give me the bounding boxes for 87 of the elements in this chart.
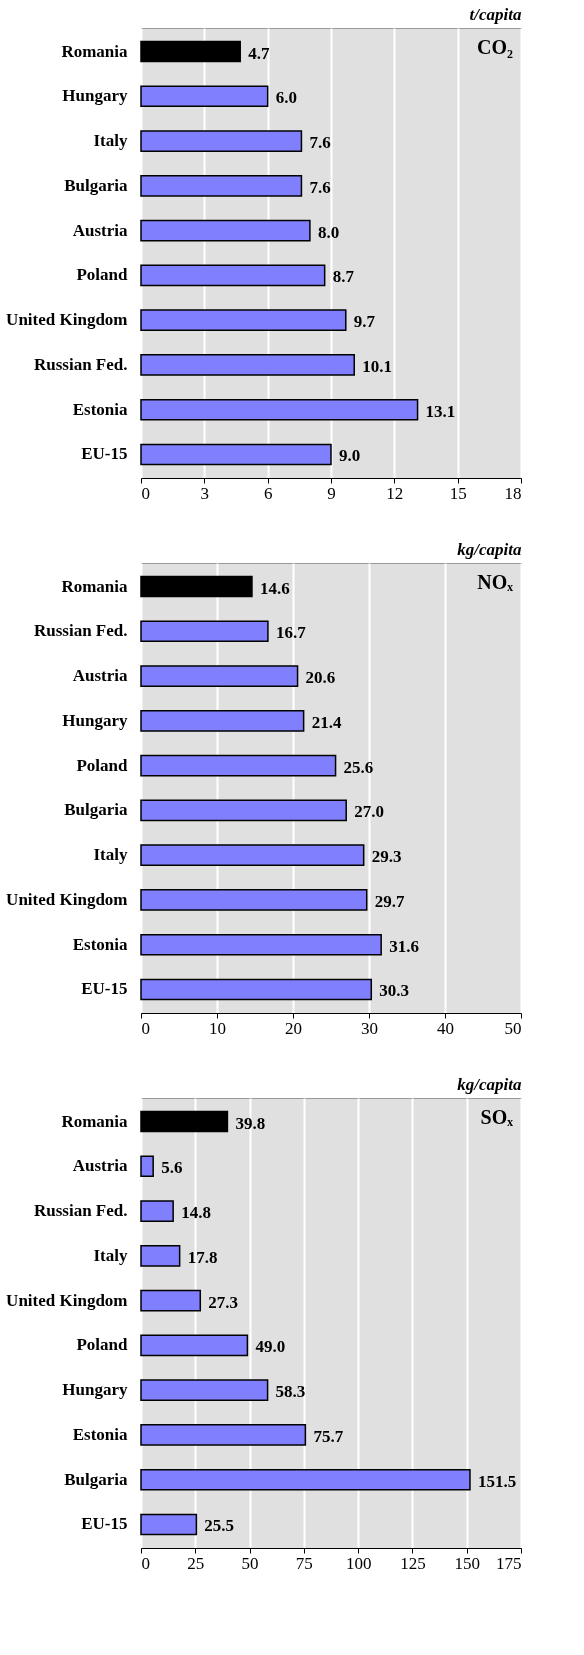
- y-tick-label: United Kingdom: [6, 889, 128, 909]
- data-label: 8.0: [317, 222, 340, 242]
- y-tick-label: Romania: [61, 576, 128, 596]
- y-tick-label: Italy: [93, 1245, 128, 1265]
- y-tick-label: Romania: [61, 41, 128, 61]
- y-tick-label: Poland: [76, 265, 129, 285]
- y-tick-label: Russian Fed.: [33, 1201, 128, 1221]
- annotation: CO₂: [477, 36, 513, 58]
- y-tick-label: Austria: [72, 1156, 128, 1176]
- y-tick-label: Estonia: [72, 1424, 128, 1444]
- data-label: 13.1: [425, 401, 456, 421]
- data-label: 7.6: [309, 133, 331, 153]
- y-tick-label: Bulgaria: [64, 175, 128, 195]
- x-tick-label: 50: [504, 1018, 522, 1038]
- data-label: 49.0: [255, 1337, 286, 1357]
- annotation: SOₓ: [480, 1106, 514, 1128]
- data-label: 27.3: [208, 1292, 239, 1312]
- x-tick-label: 75: [295, 1553, 313, 1573]
- data-label: 151.5: [477, 1471, 517, 1491]
- y-tick-label: United Kingdom: [6, 1290, 128, 1310]
- data-label: 5.6: [161, 1158, 183, 1178]
- data-label: 58.3: [275, 1382, 306, 1402]
- x-tick-label: 0: [141, 483, 150, 503]
- data-label: 9.7: [353, 312, 376, 332]
- x-tick-label: 50: [241, 1553, 259, 1573]
- data-label: 25.6: [343, 757, 374, 777]
- y-tick-label: EU-15: [81, 979, 128, 999]
- chart-title: t/capita: [469, 5, 522, 24]
- x-tick-label: 125: [400, 1553, 426, 1573]
- x-tick-label: 18: [504, 483, 522, 503]
- data-label: 9.0: [339, 446, 361, 466]
- data-label: 8.7: [332, 267, 355, 287]
- data-label: 16.7: [275, 623, 307, 643]
- data-label: 14.8: [181, 1203, 211, 1223]
- x-tick-label: 0: [141, 1018, 150, 1038]
- data-label: 20.6: [305, 668, 336, 688]
- data-label: 39.8: [235, 1113, 266, 1133]
- data-label: 6.0: [275, 88, 297, 108]
- y-tick-label: Hungary: [62, 86, 128, 106]
- y-tick-label: Romania: [61, 1111, 128, 1131]
- y-tick-label: United Kingdom: [6, 310, 128, 330]
- y-tick-label: EU-15: [81, 444, 128, 464]
- y-tick-label: Estonia: [72, 934, 128, 954]
- x-tick-label: 6: [263, 483, 273, 503]
- x-tick-label: 0: [141, 1553, 150, 1573]
- y-tick-label: Italy: [93, 131, 128, 151]
- chart-title: kg/capita: [457, 540, 522, 559]
- y-tick-label: Italy: [93, 845, 128, 865]
- y-tick-label: Austria: [72, 220, 128, 240]
- x-tick-label: 9: [327, 483, 336, 503]
- chart-title: kg/capita: [457, 1075, 522, 1094]
- data-label: 75.7: [313, 1426, 344, 1446]
- data-label: 21.4: [311, 712, 342, 732]
- x-tick-label: 30: [361, 1018, 378, 1038]
- data-label: 7.6: [309, 177, 331, 197]
- y-tick-label: Austria: [72, 666, 128, 686]
- y-tick-label: Bulgaria: [64, 1469, 128, 1489]
- x-tick-label: 10: [209, 1018, 226, 1038]
- data-label: 14.6: [259, 578, 290, 598]
- x-tick-label: 15: [449, 483, 467, 503]
- data-label: 25.5: [204, 1516, 235, 1536]
- y-tick-label: Estonia: [72, 399, 128, 419]
- y-tick-label: Poland: [76, 1335, 129, 1355]
- y-tick-label: Russian Fed.: [33, 354, 128, 374]
- data-label: 10.1: [362, 356, 392, 376]
- x-tick-label: 150: [454, 1553, 480, 1573]
- y-tick-label: Hungary: [62, 710, 128, 730]
- data-label: 31.6: [389, 936, 419, 956]
- data-label: 29.3: [371, 847, 402, 867]
- annotation: NOₓ: [477, 571, 514, 593]
- y-tick-label: Hungary: [62, 1380, 128, 1400]
- x-tick-label: 12: [386, 483, 404, 503]
- y-tick-label: Bulgaria: [64, 800, 128, 820]
- x-tick-label: 100: [345, 1553, 372, 1573]
- x-tick-label: 40: [437, 1018, 454, 1038]
- x-tick-label: 20: [285, 1018, 302, 1038]
- data-label: 30.3: [379, 981, 410, 1001]
- data-label: 29.7: [374, 891, 405, 911]
- data-label: 27.0: [354, 802, 384, 822]
- x-tick-label: 175: [496, 1553, 522, 1573]
- y-tick-label: Poland: [76, 755, 129, 775]
- data-label: 17.8: [187, 1247, 218, 1267]
- y-tick-label: EU-15: [81, 1514, 128, 1534]
- data-label: 4.7: [248, 43, 270, 63]
- y-tick-label: Russian Fed.: [33, 621, 128, 641]
- x-tick-label: 25: [187, 1553, 205, 1573]
- x-tick-label: 3: [200, 483, 210, 503]
